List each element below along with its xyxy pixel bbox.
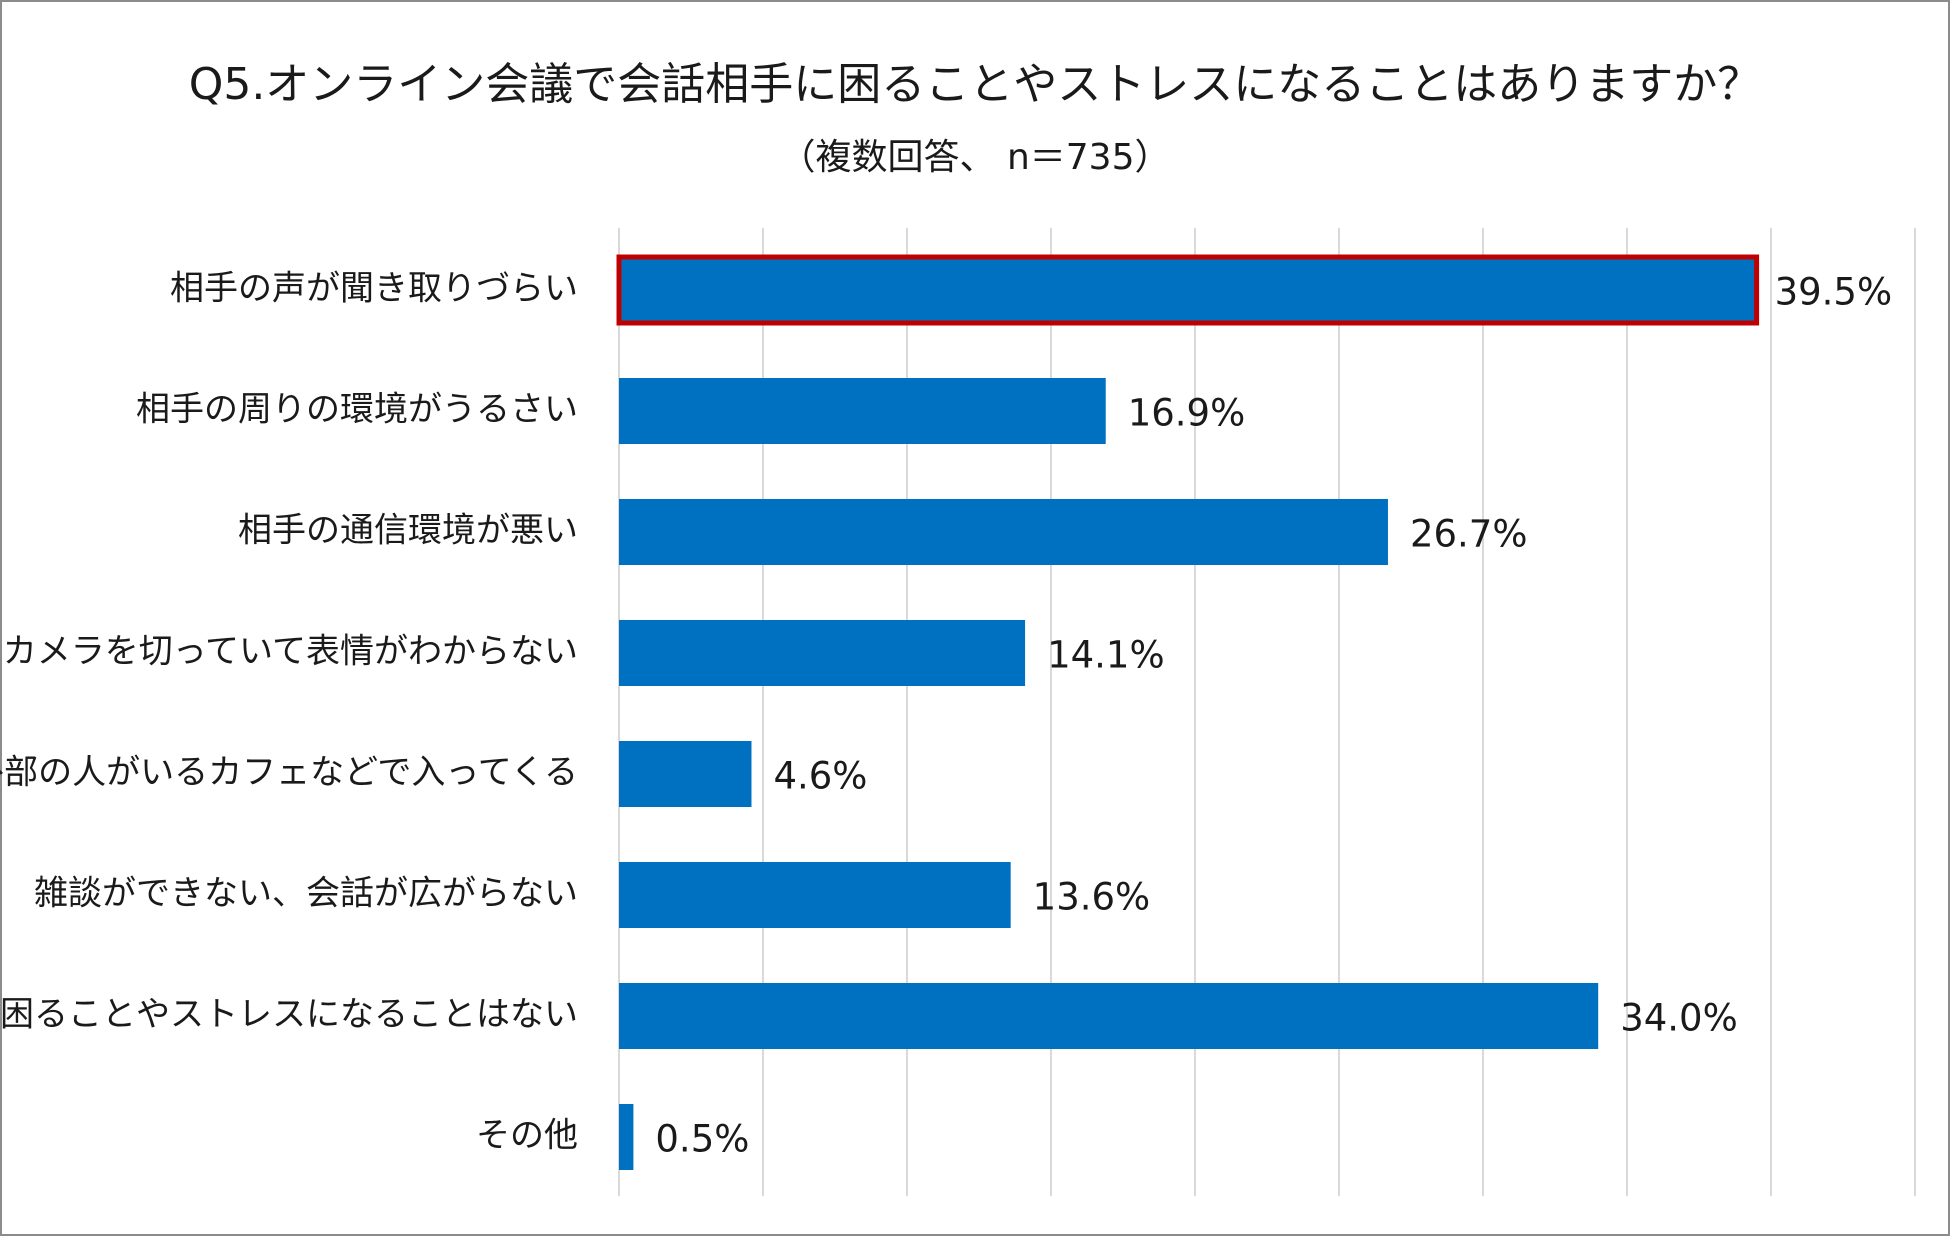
category-label: 相手の声が聞き取りづらい bbox=[170, 269, 578, 309]
gridlines bbox=[618, 228, 1916, 1196]
labels: 相手の声が聞き取りづらい 39.5% 相手の周りの環境がうるさい 16.9% 相手の通信… bbox=[0, 269, 1892, 1161]
category-label: 雑談ができない、会話が広がらない bbox=[34, 874, 578, 914]
data-label: 0.5% bbox=[655, 1118, 749, 1161]
category-label: カメラを切っていて表情がわからない bbox=[3, 632, 578, 672]
bar-6 bbox=[619, 862, 1011, 928]
data-label: 14.1% bbox=[1047, 634, 1165, 677]
data-label: 4.6% bbox=[773, 755, 867, 798]
bars bbox=[616, 254, 1760, 1170]
bar-1 bbox=[616, 254, 1760, 326]
data-label: 34.0% bbox=[1620, 997, 1738, 1040]
bar-7 bbox=[619, 983, 1599, 1049]
bar-5 bbox=[619, 741, 752, 807]
data-label: 39.5% bbox=[1775, 271, 1893, 314]
bar-2 bbox=[619, 378, 1106, 444]
chart-subtitle: （複数回答、 n＝735） bbox=[779, 137, 1171, 178]
category-label: その他 bbox=[476, 1116, 578, 1156]
bar-3 bbox=[619, 499, 1388, 565]
data-label: 13.6% bbox=[1033, 876, 1151, 919]
chart-title: Q5.オンライン会議で会話相手に困ることやストレスになることはありますか？ bbox=[188, 59, 1762, 110]
bar-4 bbox=[619, 620, 1026, 686]
category-label: 困ることやストレスになることはない bbox=[0, 995, 578, 1035]
category-label: 相手の通信環境が悪い bbox=[238, 511, 578, 551]
data-label: 26.7% bbox=[1410, 513, 1528, 556]
category-label: 外部の人がいるカフェなどで入ってくる bbox=[0, 753, 578, 793]
bar-8 bbox=[619, 1104, 634, 1170]
category-label: 相手の周りの環境がうるさい bbox=[136, 390, 578, 430]
data-label: 16.9% bbox=[1128, 392, 1246, 435]
